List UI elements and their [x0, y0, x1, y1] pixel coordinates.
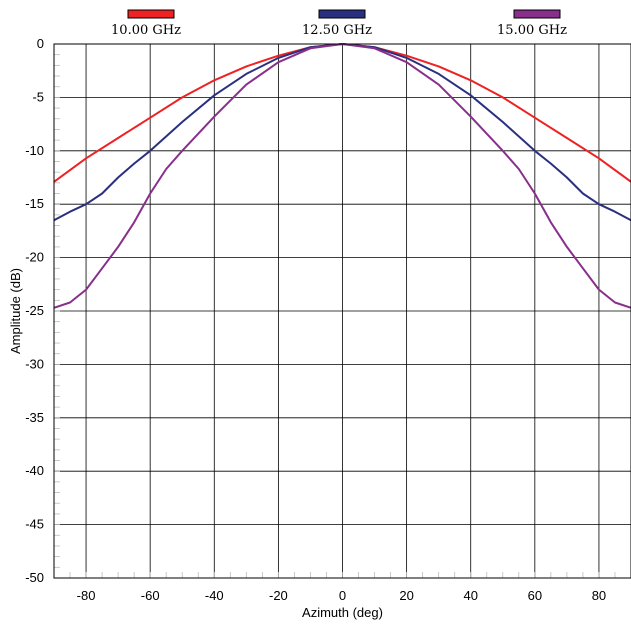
plot-frame: [53, 43, 631, 579]
minor-ticks: [53, 43, 631, 579]
legend-swatch-2: [318, 9, 366, 19]
y-axis-title: Amplitude (dB): [8, 268, 23, 354]
x-tick-label: 20: [399, 588, 413, 603]
y-tick-label: -15: [25, 196, 44, 211]
x-tick-label: 0: [339, 588, 346, 603]
y-tick-label: -45: [25, 517, 44, 532]
x-axis-title: Azimuth (deg): [302, 605, 383, 620]
y-tick-label: -30: [25, 356, 44, 371]
y-tick-label: 0: [37, 36, 44, 51]
y-tick-label: -20: [25, 250, 44, 265]
y-tick-label: -10: [25, 143, 44, 158]
x-tick-label: 60: [528, 588, 542, 603]
y-tick-label: -40: [25, 463, 44, 478]
x-tick-label: -80: [77, 588, 96, 603]
y-tick-label: -50: [25, 570, 44, 585]
x-tick-label: -60: [141, 588, 160, 603]
legend: 10.00 GHz 12.50 GHz 15.00 GHz: [111, 9, 567, 38]
y-tick-label: -25: [25, 303, 44, 318]
legend-label-1: 10.00 GHz: [111, 23, 181, 38]
tick-labels: 0 -5 -10 -15 -20 -25 -30 -35 -40 -45 -50 -80 -60 -40 -…: [25, 36, 606, 603]
x-tick-label: 80: [592, 588, 606, 603]
x-tick-label: -20: [269, 588, 288, 603]
legend-label-2: 12.50 GHz: [302, 23, 372, 38]
y-tick-label: -5: [32, 89, 44, 104]
x-tick-label: 40: [463, 588, 477, 603]
legend-swatch-1: [127, 9, 175, 19]
legend-swatch-3: [513, 9, 561, 19]
y-tick-label: -35: [25, 410, 44, 425]
x-tick-label: -40: [205, 588, 224, 603]
legend-label-3: 15.00 GHz: [497, 23, 567, 38]
